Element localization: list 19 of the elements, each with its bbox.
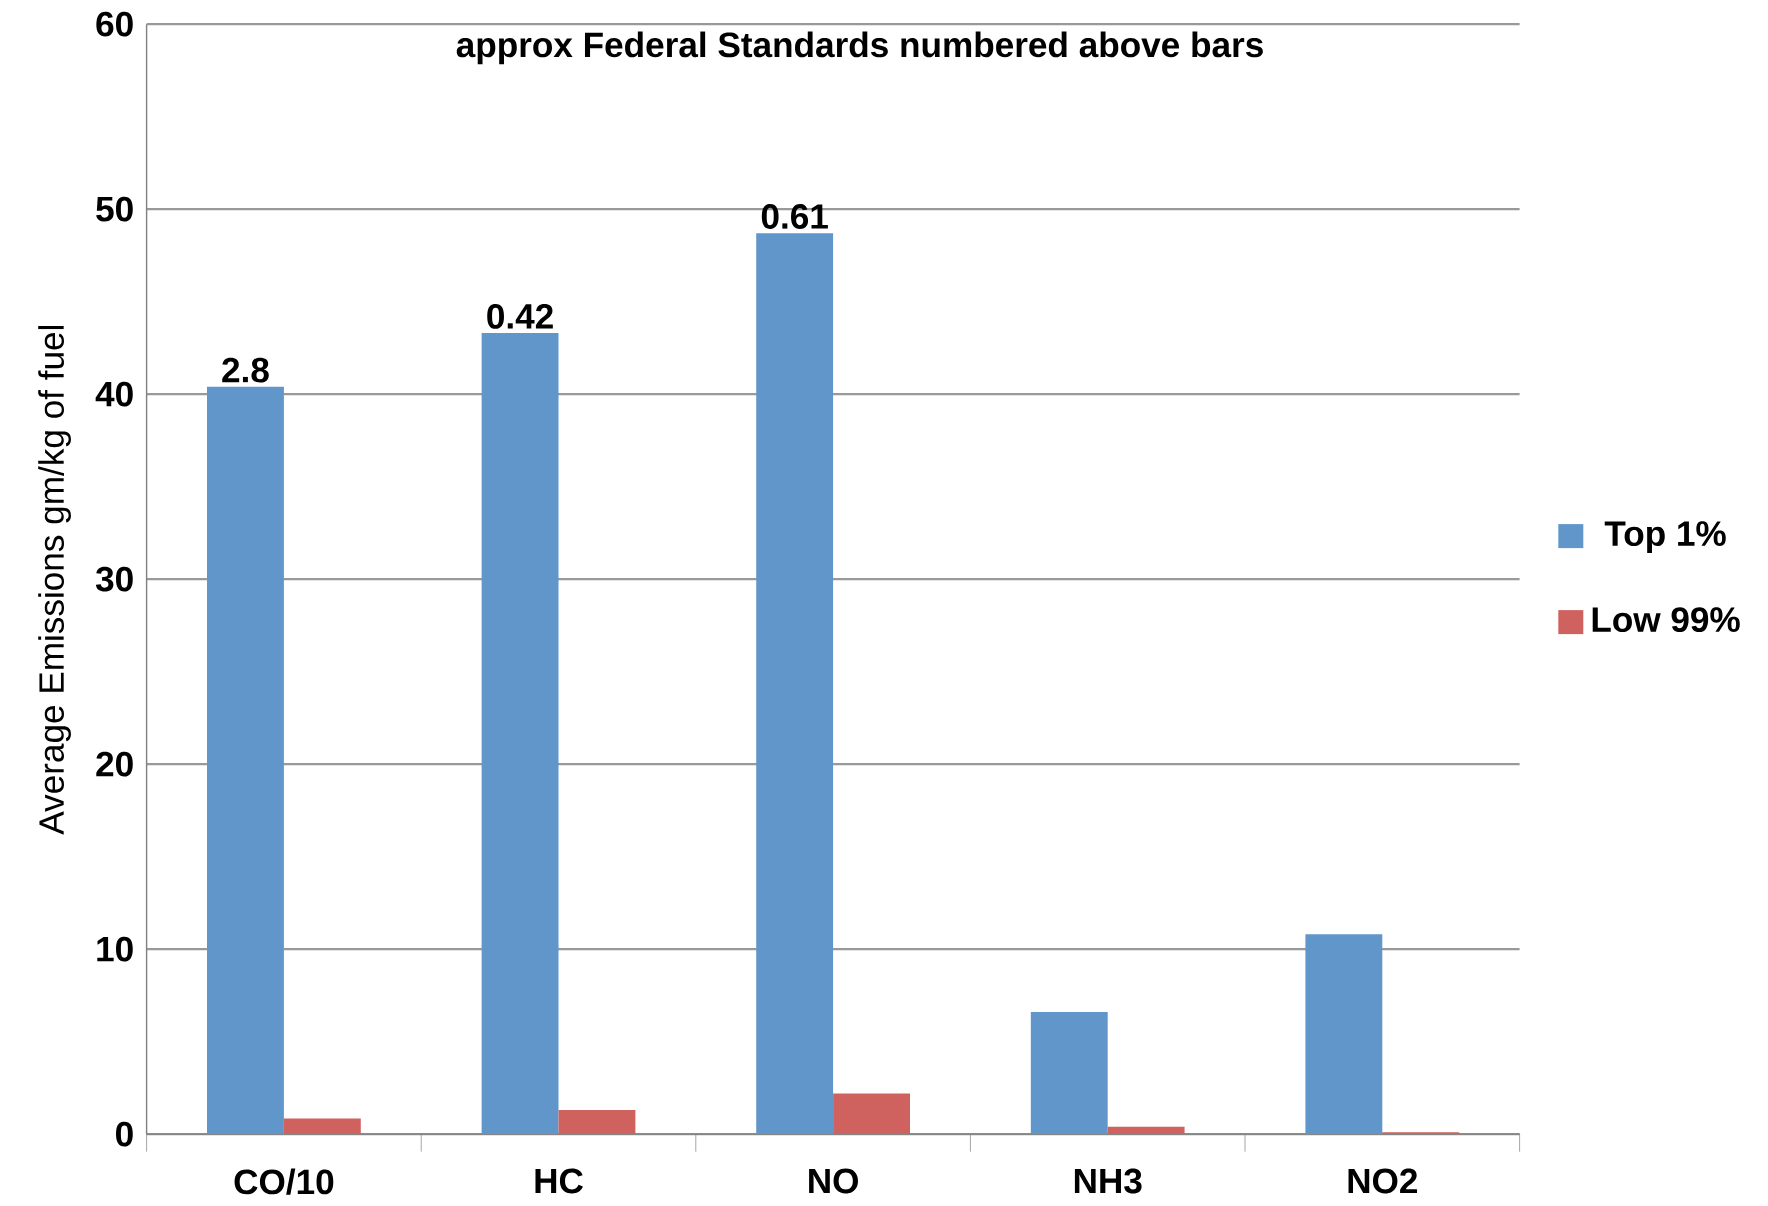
y-tick-label: 0 bbox=[116, 1121, 133, 1147]
annotation: 0.42 bbox=[487, 303, 553, 329]
y-tick-label: 10 bbox=[97, 936, 133, 962]
chart-title: approx Federal Standards numbered above bars bbox=[456, 31, 1263, 65]
annotation: 2.8 bbox=[222, 357, 269, 383]
x-tick-label: HC bbox=[535, 1168, 583, 1194]
x-tick-label: NH3 bbox=[1074, 1168, 1142, 1194]
x-tick-label: CO/10 bbox=[234, 1168, 334, 1195]
x-tick-label: NO bbox=[809, 1168, 858, 1194]
y-tick-label: 20 bbox=[96, 751, 133, 777]
y-axis-title: Average Emissions gm/kg of fuel bbox=[38, 325, 71, 835]
legend-label: Top 1% bbox=[1604, 521, 1726, 553]
annotation: 0.61 bbox=[761, 203, 828, 229]
legend-label: Low 99% bbox=[1592, 607, 1740, 632]
x-tick-label: NO2 bbox=[1348, 1168, 1418, 1194]
y-tick-label: 50 bbox=[96, 196, 133, 222]
y-tick-label: 30 bbox=[95, 566, 133, 592]
y-tick-label: 40 bbox=[95, 381, 133, 407]
y-tick-label: 60 bbox=[96, 11, 133, 37]
